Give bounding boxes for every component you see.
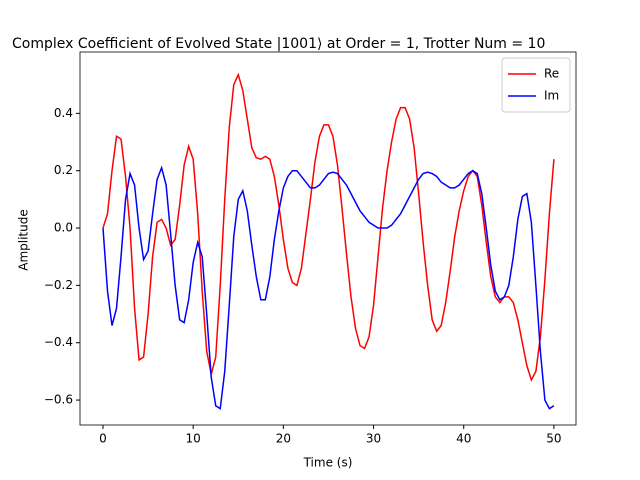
y-tick-label: −0.4	[44, 335, 73, 349]
line-series	[102, 72, 555, 382]
y-tick-label: 0.0	[54, 221, 73, 235]
plot-frame	[79, 51, 577, 426]
x-tick-label: 30	[366, 432, 381, 446]
x-tick-label: 0	[99, 432, 107, 446]
chart-title: Complex Coefficient of Evolved State |10…	[12, 36, 545, 52]
y-tick-label: −0.6	[44, 393, 73, 407]
legend-label: Im	[544, 89, 559, 103]
x-tick-label: 40	[456, 432, 471, 446]
y-tick-label: 0.2	[54, 163, 73, 177]
y-tick-label: −0.2	[44, 278, 73, 292]
line-series	[102, 165, 555, 410]
x-tick-label: 10	[186, 432, 201, 446]
x-axis-label: Time (s)	[303, 456, 353, 470]
legend-label: Re	[544, 67, 559, 81]
y-tick-label: 0.4	[54, 106, 73, 120]
x-tick-label: 50	[546, 432, 561, 446]
x-tick-label: 20	[276, 432, 291, 446]
y-axis-label: Amplitude	[17, 209, 31, 271]
legend-box	[501, 57, 571, 113]
